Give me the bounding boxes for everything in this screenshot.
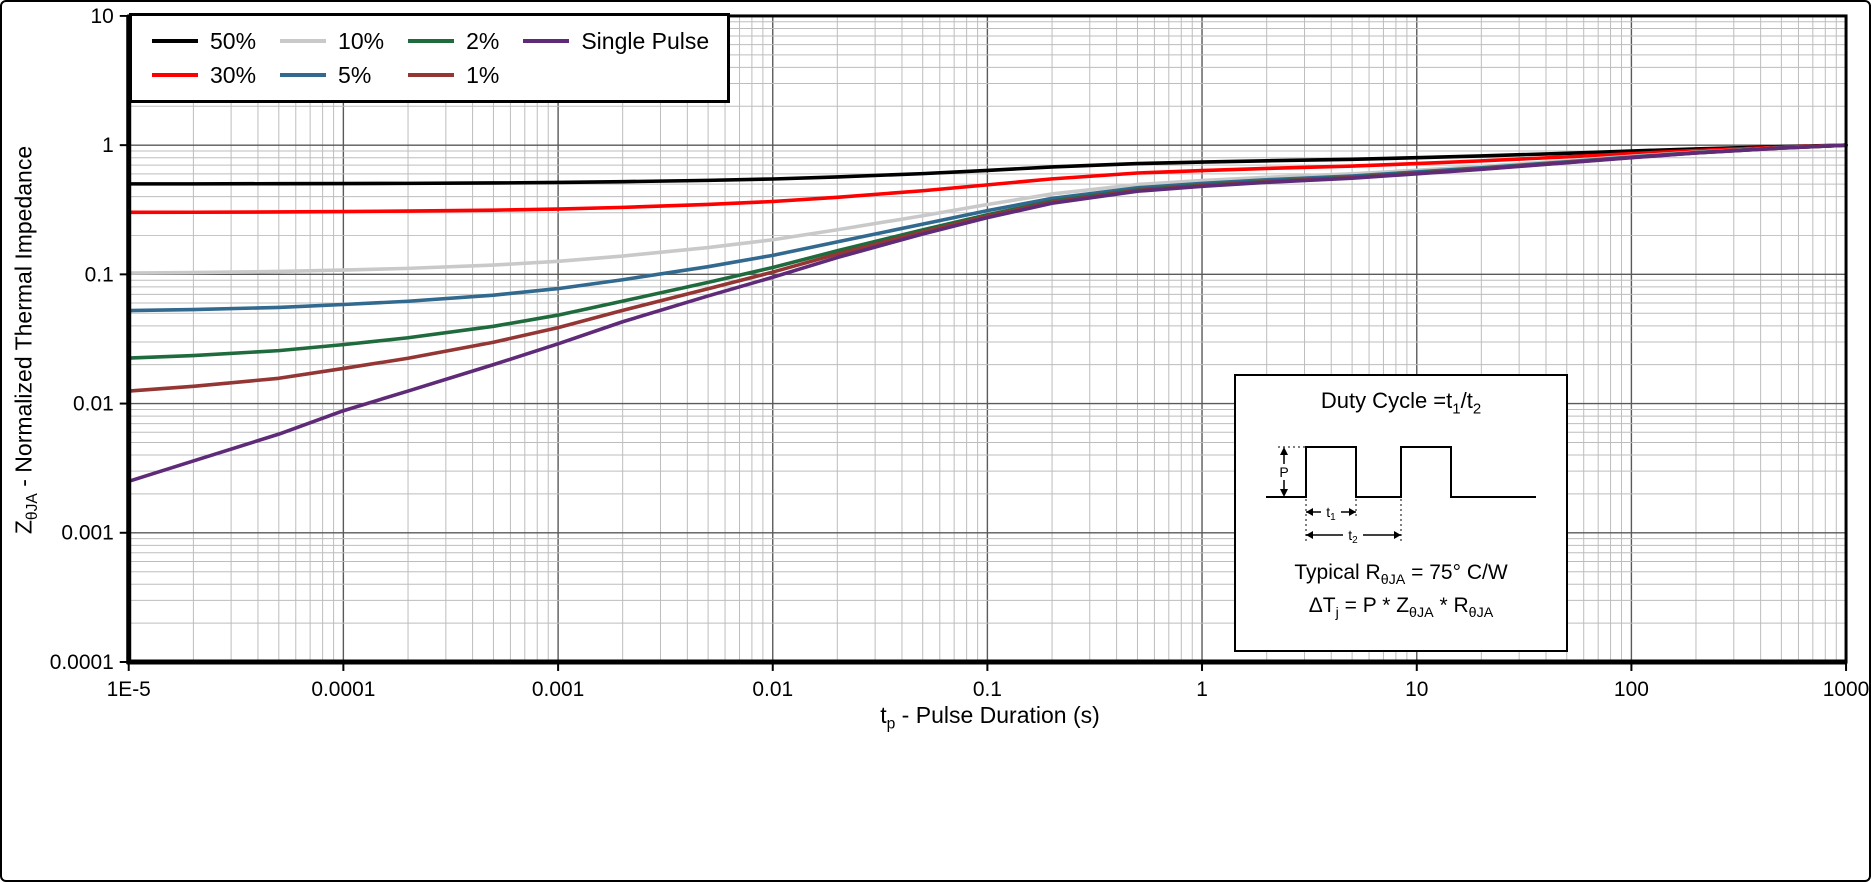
legend-line-swatch bbox=[152, 73, 198, 77]
y-tick-label: 0.1 bbox=[85, 263, 114, 286]
x-tick-label: 1 bbox=[1196, 678, 1208, 701]
x-tick-label: 1E-5 bbox=[107, 678, 151, 701]
legend-label: 30% bbox=[210, 61, 257, 88]
legend-line-swatch bbox=[523, 39, 570, 43]
duty-cycle-inset: Duty Cycle =t1/t2 P t1 bbox=[1234, 374, 1568, 652]
duty-cycle-waveform: P t1 t2 bbox=[1266, 446, 1536, 546]
delta-tj-formula-line: ΔTj = P * ZθJA * RθJA bbox=[1308, 594, 1494, 622]
y-tick-label: 0.0001 bbox=[50, 651, 114, 674]
t1-label: t1 bbox=[1326, 504, 1336, 523]
p-label: P bbox=[1279, 464, 1288, 480]
legend-label: 5% bbox=[338, 61, 372, 88]
legend-item-50: 50% bbox=[152, 26, 256, 56]
curve-30 bbox=[126, 143, 1848, 215]
y-tick-label: 1 bbox=[102, 134, 114, 157]
legend-item-30: 30% bbox=[152, 60, 256, 90]
x-tick-label: 10 bbox=[1405, 678, 1428, 701]
x-tick-label: 0.1 bbox=[973, 678, 1002, 701]
y-tick-label: 0.001 bbox=[61, 522, 113, 545]
legend-line-swatch bbox=[408, 39, 455, 43]
x-tick-label: 0.0001 bbox=[311, 678, 375, 701]
legend-line-swatch bbox=[408, 73, 455, 77]
y-tick-label: 10 bbox=[90, 5, 113, 28]
legend-label: 50% bbox=[210, 27, 257, 54]
pulse-waveform-line bbox=[1266, 446, 1536, 498]
legend-label: Single Pulse bbox=[581, 27, 710, 54]
x-tick-label: 0.001 bbox=[532, 678, 584, 701]
x-tick-label: 0.01 bbox=[752, 678, 793, 701]
y-tick-label: 0.01 bbox=[73, 393, 114, 416]
legend-line-swatch bbox=[152, 39, 198, 43]
legend-item-1: 1% bbox=[408, 60, 499, 90]
legend: 50% 30% 10% 5% 2% 1% Single Pulse bbox=[129, 13, 731, 103]
curve-50 bbox=[126, 143, 1848, 186]
legend-item-2: 2% bbox=[408, 26, 499, 56]
inset-title: Duty Cycle =t1/t2 bbox=[1320, 388, 1482, 418]
x-tick-label: 1000 bbox=[1823, 678, 1869, 701]
power-dimension-arrow: P bbox=[1276, 446, 1306, 497]
legend-label: 10% bbox=[338, 27, 385, 54]
legend-label: 2% bbox=[466, 27, 500, 54]
legend-label: 1% bbox=[466, 61, 500, 88]
x-axis-title: tp - Pulse Duration (s) bbox=[880, 702, 1100, 733]
t2-label: t2 bbox=[1348, 527, 1358, 546]
typical-rtheta-line: Typical RθJA = 75° C/W bbox=[1294, 561, 1508, 589]
legend-line-swatch bbox=[280, 39, 327, 43]
legend-item-5: 5% bbox=[280, 60, 384, 90]
t2-dimension-arrow: t2 bbox=[1306, 499, 1402, 546]
legend-item-10: 10% bbox=[280, 26, 384, 56]
legend-line-swatch bbox=[280, 73, 327, 77]
curve-single-pulse bbox=[126, 143, 1848, 484]
x-tick-label: 100 bbox=[1614, 678, 1649, 701]
legend-item-single-pulse: Single Pulse bbox=[523, 26, 709, 56]
y-axis-title: ZθJA - Normalized Thermal Impedance bbox=[10, 145, 42, 535]
